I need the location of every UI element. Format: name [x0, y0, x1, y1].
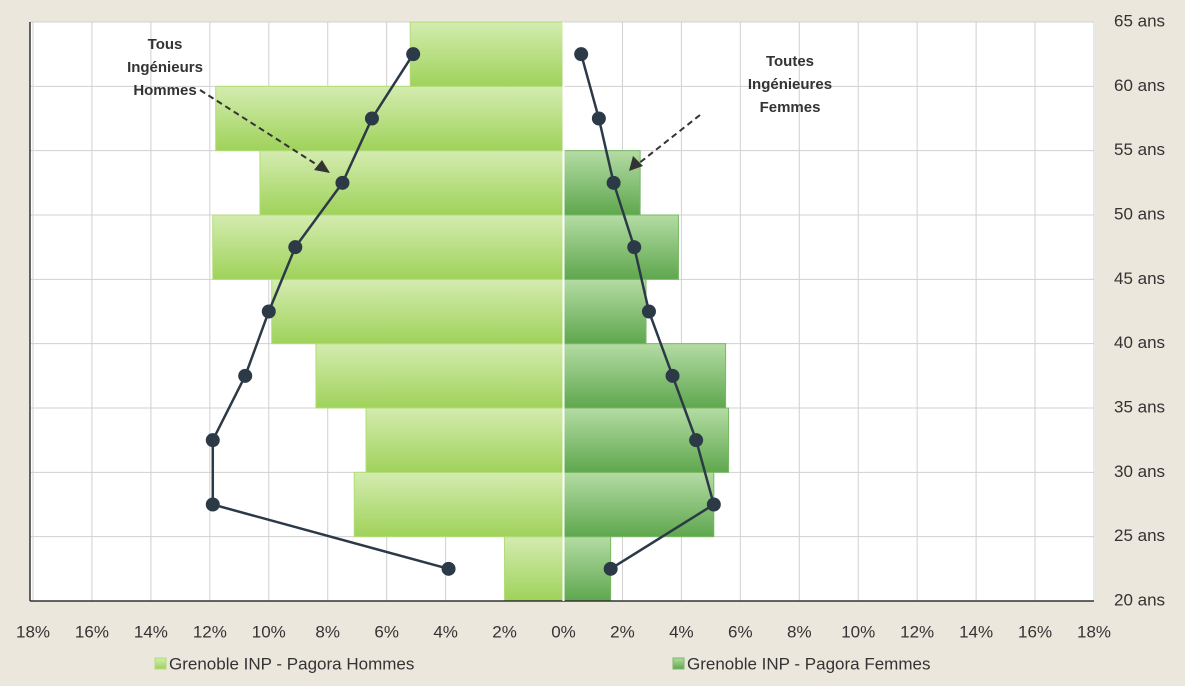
y-tick-label: 40 ans	[1114, 333, 1165, 352]
x-tick-label: 14%	[959, 622, 993, 641]
x-tick-label: 18%	[16, 622, 50, 641]
x-tick-label: 2%	[492, 622, 517, 641]
x-tick-label: 6%	[374, 622, 399, 641]
bar	[563, 150, 641, 216]
point	[205, 433, 220, 448]
point	[205, 497, 220, 512]
y-tick-label: 25 ans	[1114, 526, 1165, 545]
annotation: Hommes	[133, 82, 196, 99]
arrow	[637, 114, 701, 165]
legend-swatch	[154, 657, 167, 670]
x-tick-label: 16%	[75, 622, 109, 641]
annotation: Toutes	[766, 53, 814, 70]
point	[627, 240, 642, 255]
annotation: Ingénieurs	[127, 59, 203, 76]
x-tick-label: 4%	[433, 622, 458, 641]
point	[335, 175, 350, 190]
point	[364, 111, 379, 126]
y-tick-label: 45 ans	[1114, 269, 1165, 288]
x-tick-label: 12%	[193, 622, 227, 641]
x-tick-label: 10%	[841, 622, 875, 641]
legend-label: Grenoble INP - Pagora Hommes	[169, 654, 414, 673]
x-tick-label: 18%	[1077, 622, 1111, 641]
bar	[212, 214, 564, 280]
bar	[271, 278, 564, 345]
bar	[563, 536, 612, 602]
legend-swatch	[672, 657, 685, 670]
point	[441, 561, 456, 576]
bar	[315, 343, 564, 409]
y-tick-label: 35 ans	[1114, 397, 1165, 416]
x-tick-label: 6%	[728, 622, 753, 641]
y-tick-label: 50 ans	[1114, 204, 1165, 223]
bar	[215, 85, 564, 152]
point	[591, 111, 606, 126]
arrow	[199, 89, 323, 169]
x-tick-label: 4%	[669, 622, 694, 641]
point	[665, 368, 680, 383]
point	[606, 175, 621, 190]
x-tick-label: 0%	[551, 622, 576, 641]
bar	[563, 471, 715, 538]
point	[706, 497, 721, 512]
bar	[409, 21, 564, 87]
annotation: Ingénieures	[748, 76, 832, 93]
point	[406, 47, 421, 62]
x-tick-label: 8%	[787, 622, 812, 641]
point	[288, 240, 303, 255]
legend-label: Grenoble INP - Pagora Femmes	[687, 654, 930, 673]
arrowhead	[629, 156, 643, 171]
bar	[504, 536, 564, 602]
x-tick-label: 10%	[252, 622, 286, 641]
bar	[563, 343, 727, 409]
x-tick-label: 2%	[610, 622, 635, 641]
point	[689, 433, 704, 448]
bar	[563, 214, 679, 280]
bar	[365, 407, 564, 473]
annotation: Tous	[148, 36, 183, 53]
bar	[563, 278, 647, 345]
x-tick-label: 12%	[900, 622, 934, 641]
y-tick-label: 20 ans	[1114, 590, 1165, 609]
annotation: Femmes	[760, 99, 821, 116]
y-tick-label: 55 ans	[1114, 140, 1165, 159]
point	[261, 304, 276, 319]
bar	[353, 471, 564, 538]
x-tick-label: 14%	[134, 622, 168, 641]
point	[641, 304, 656, 319]
point	[238, 368, 253, 383]
bar	[259, 150, 564, 216]
arrowhead	[314, 160, 330, 173]
point	[574, 47, 589, 62]
y-tick-label: 65 ans	[1114, 11, 1165, 30]
y-tick-label: 30 ans	[1114, 462, 1165, 481]
y-tick-label: 60 ans	[1114, 76, 1165, 95]
point	[603, 561, 618, 576]
x-tick-label: 16%	[1018, 622, 1052, 641]
x-tick-label: 8%	[315, 622, 340, 641]
bar	[563, 407, 730, 473]
